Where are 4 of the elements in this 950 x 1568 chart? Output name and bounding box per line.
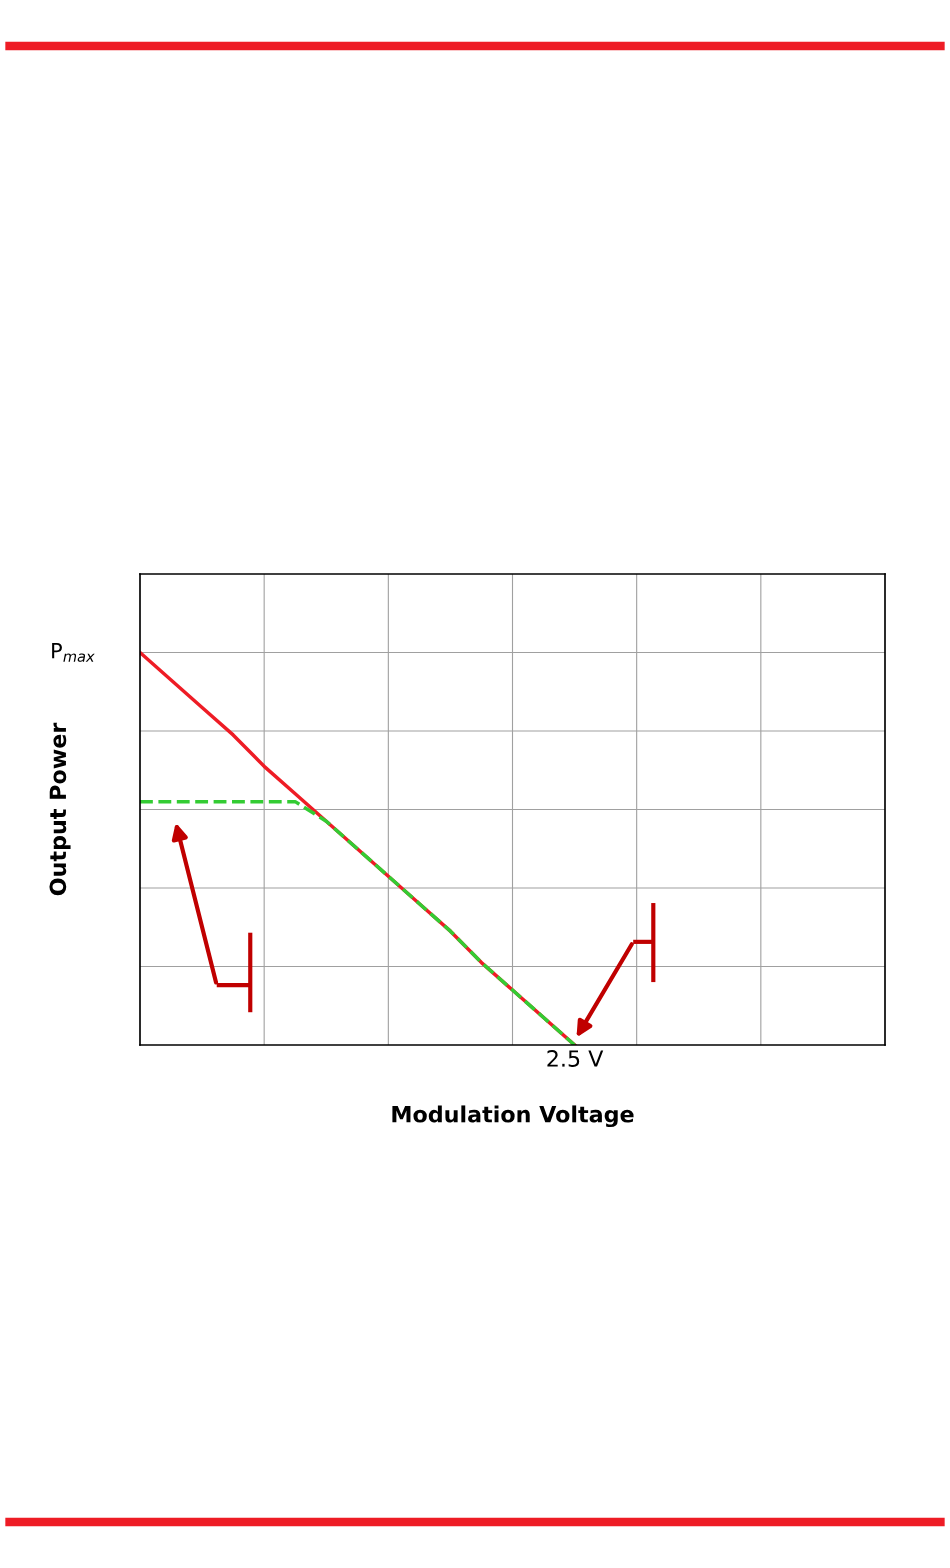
y-axis-title: Output Power (49, 722, 71, 896)
text: 2.5 V (547, 1050, 604, 1067)
text: P$_{max}$ (52, 643, 95, 662)
x-axis-title: Modulation Voltage (392, 1105, 634, 1128)
